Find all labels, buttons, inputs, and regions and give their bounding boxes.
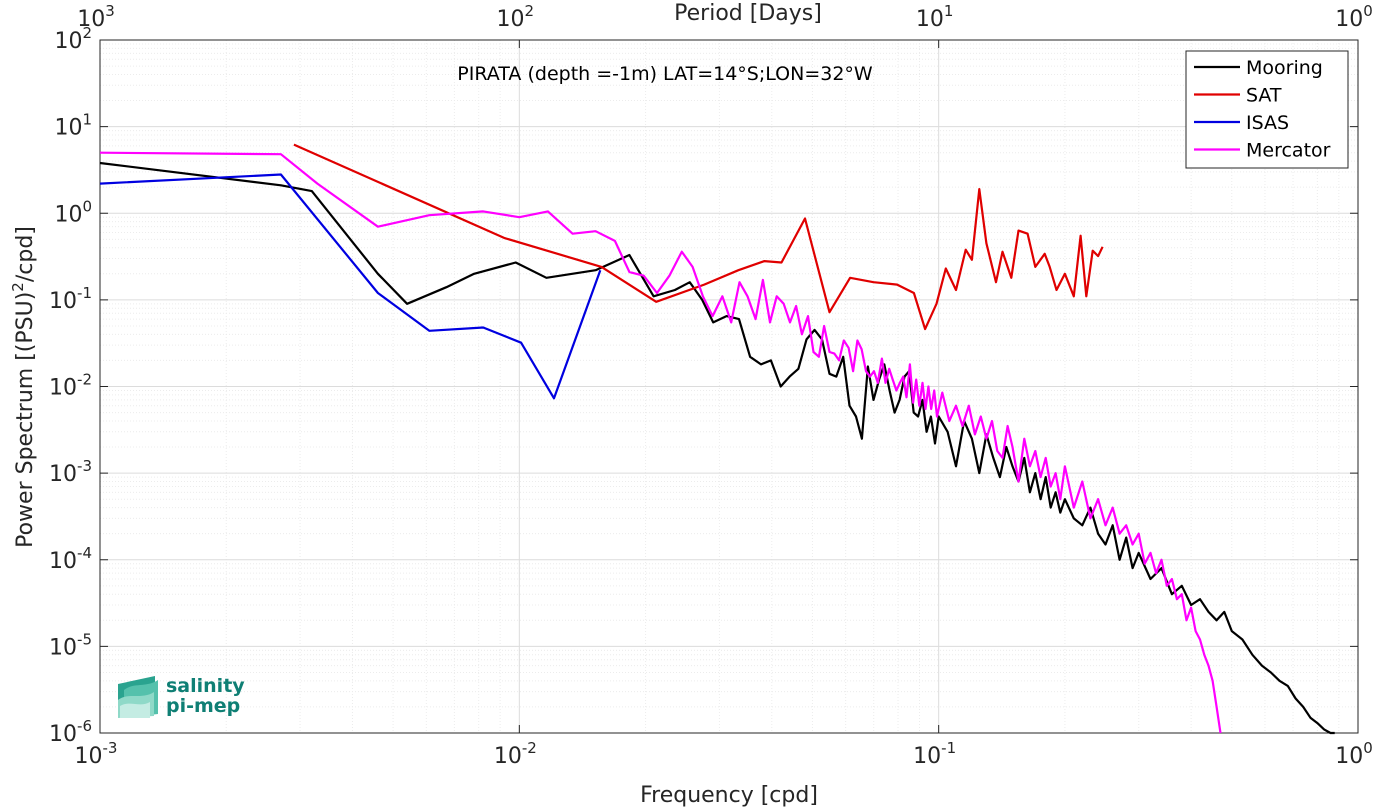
x2-tick-label-base: 10 xyxy=(77,7,105,32)
x2-tick-label-exponent: 0 xyxy=(1363,2,1373,20)
y-tick-label-base: 10 xyxy=(49,289,77,314)
x-tick-label-base: 10 xyxy=(913,744,941,769)
y-tick-label-base: 10 xyxy=(49,722,77,747)
y-tick-label: 100 xyxy=(54,197,92,227)
y-axis-label-main: Power Spectrum [(PSU) xyxy=(13,292,38,548)
y-tick-label-base: 10 xyxy=(49,376,77,401)
y-tick-label-exponent: 1 xyxy=(82,111,92,129)
x2-tick-label-exponent: 3 xyxy=(105,2,115,20)
x-tick-label-exponent: -2 xyxy=(522,739,537,757)
x2-tick-label: 102 xyxy=(497,2,535,32)
logo-text-line2: pi-mep xyxy=(166,695,240,717)
chart-title: PIRATA (depth =-1m) LAT=14°S;LON=32°W xyxy=(457,63,873,85)
y-tick-label-base: 10 xyxy=(49,635,77,660)
legend-label-mercator: Mercator xyxy=(1246,140,1331,162)
x2-tick-label-base: 10 xyxy=(916,7,944,32)
grid-lines xyxy=(99,40,1358,734)
y-tick-label: 10-4 xyxy=(49,544,92,574)
x-tick-label: 100 xyxy=(1335,739,1373,769)
y-tick-label-exponent: 2 xyxy=(82,24,92,42)
y-tick-label: 101 xyxy=(54,111,92,141)
legend: Mooring SAT ISAS Mercator xyxy=(1185,50,1349,169)
y-tick-label-exponent: -4 xyxy=(77,544,92,562)
x-tick-label-base: 10 xyxy=(1335,744,1363,769)
x-tick-label: 10-1 xyxy=(913,739,956,769)
series-line-mercator xyxy=(99,151,1222,734)
y-tick-label-exponent: -5 xyxy=(77,630,92,648)
y-tick-label-base: 10 xyxy=(54,29,82,54)
x2-tick-label-exponent: 1 xyxy=(944,2,954,20)
salinity-pimep-logo: salinity pi-mep xyxy=(118,675,245,718)
x2-tick-label-base: 10 xyxy=(1335,7,1363,32)
y-tick-label: 102 xyxy=(54,24,92,54)
y-tick-label-base: 10 xyxy=(54,202,82,227)
x-tick-label-exponent: -1 xyxy=(941,739,956,757)
y-axis-label-tail: /cpd] xyxy=(13,226,38,282)
y-tick-label-base: 10 xyxy=(54,116,82,141)
legend-label-isas: ISAS xyxy=(1246,112,1289,134)
y-tick-label-exponent: -6 xyxy=(77,717,92,735)
legend-label-mooring: Mooring xyxy=(1246,57,1323,79)
y-axis-label-sup: 2 xyxy=(9,282,27,292)
x-tick-label-exponent: -3 xyxy=(103,739,118,757)
y-tick-label-base: 10 xyxy=(49,462,77,487)
y-tick-label-base: 10 xyxy=(49,549,77,574)
x-tick-label-base: 10 xyxy=(494,744,522,769)
x2-tick-label: 103 xyxy=(77,2,115,32)
logo-mark-icon xyxy=(118,676,158,718)
x-tick-label-exponent: 0 xyxy=(1363,739,1373,757)
y-tick-label: 10-1 xyxy=(49,284,92,314)
y-tick-label: 10-6 xyxy=(49,717,92,747)
y-tick-label: 10-5 xyxy=(49,630,92,660)
y-tick-label-exponent: -1 xyxy=(77,284,92,302)
x2-tick-label-base: 10 xyxy=(497,7,525,32)
y-tick-label: 10-3 xyxy=(49,457,92,487)
x2-tick-label: 100 xyxy=(1335,2,1373,32)
legend-label-sat: SAT xyxy=(1246,85,1282,107)
series-line-mooring xyxy=(99,161,1335,735)
y-axis-label: Power Spectrum [(PSU)2/cpd] xyxy=(9,226,38,548)
x-tick-label: 10-3 xyxy=(75,739,118,769)
series-line-sat xyxy=(293,143,1104,331)
y-tick-label-exponent: -3 xyxy=(77,457,92,475)
series-line-isas xyxy=(99,173,602,400)
y-tick-label-exponent: 0 xyxy=(82,197,92,215)
x2-tick-label-exponent: 2 xyxy=(525,2,535,20)
series-lines xyxy=(99,143,1335,735)
y-tick-label-exponent: -2 xyxy=(77,371,92,389)
x2-tick-label: 101 xyxy=(916,2,954,32)
x2-axis-label: Period [Days] xyxy=(674,1,822,26)
x-axis-label: Frequency [cpd] xyxy=(640,783,818,808)
y-tick-label: 10-2 xyxy=(49,371,92,401)
x-tick-label-base: 10 xyxy=(75,744,103,769)
logo-text-line1: salinity xyxy=(166,675,245,697)
x-tick-label: 10-2 xyxy=(494,739,537,769)
